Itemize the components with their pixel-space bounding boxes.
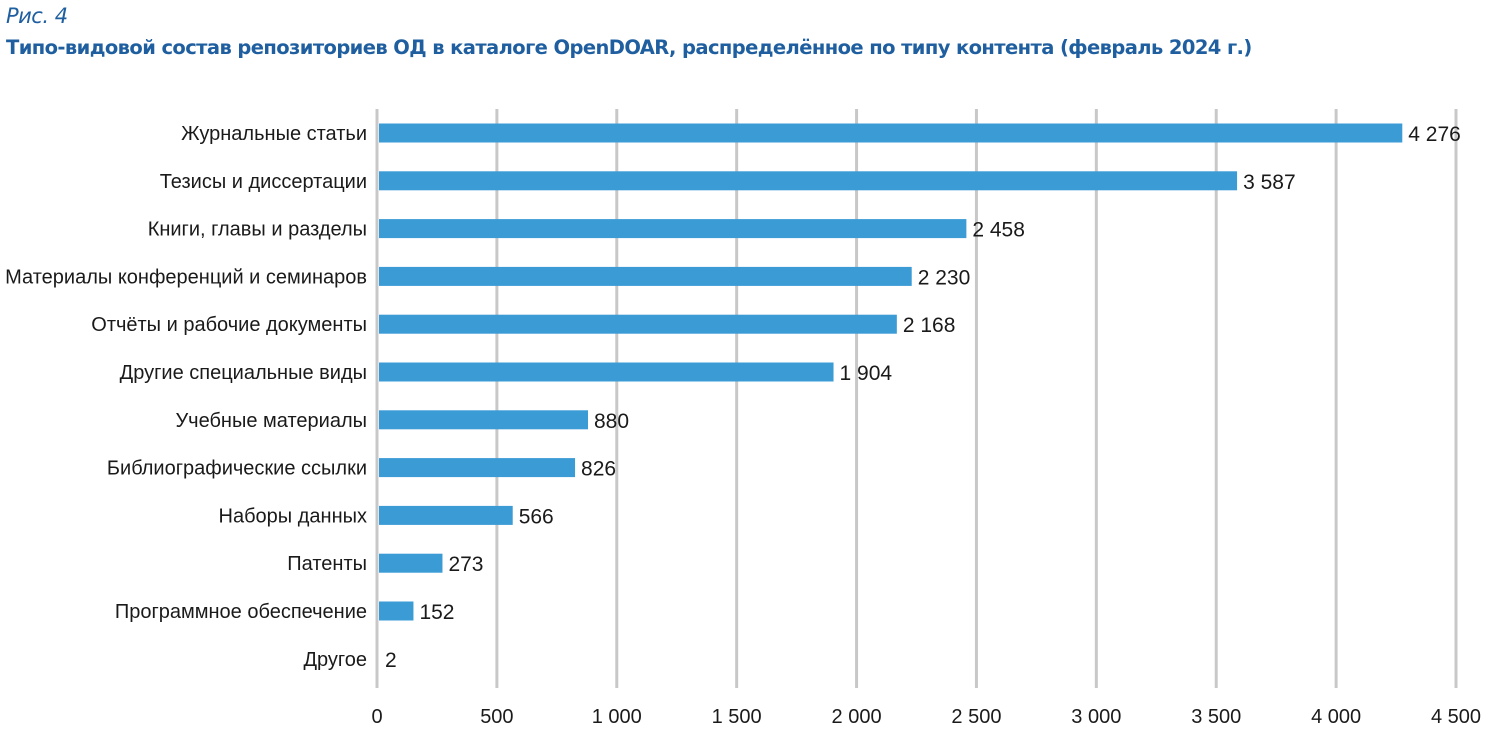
category-label: Учебные материалы [175,410,367,432]
figure-title: Типо-видовой состав репозиториев ОД в ка… [6,36,1252,59]
bar [379,123,1403,143]
category-label: Отчёты и рабочие документы [91,314,367,336]
category-label: Книги, главы и разделы [148,219,367,241]
bar [379,314,897,334]
category-label: Тезисы и диссертации [160,171,367,193]
bar [379,171,1238,191]
x-tick-label: 1 000 [592,706,642,728]
category-label: Другое [303,649,367,671]
value-label: 826 [581,458,616,481]
category-label: Другие специальные виды [120,362,367,384]
bar [379,601,414,621]
x-tick-label: 3 500 [1191,706,1241,728]
bar [379,266,912,286]
category-label: Программное обеспечение [115,601,367,623]
bar [379,458,576,478]
x-tick-label: 500 [480,706,513,728]
value-label: 566 [519,505,554,528]
category-label: Материалы конференций и семинаров [5,266,367,288]
value-label: 2 458 [972,219,1025,242]
x-tick-label: 4 000 [1311,706,1361,728]
category-label: Журнальные статьи [181,123,367,145]
x-tick-label: 1 500 [712,706,762,728]
category-label: Наборы данных [219,505,367,527]
value-labels: 4 276 3 587 2 458 2 230 2 168 1 904 880 826 566 2… [385,123,1461,672]
bar [379,410,589,430]
x-tick-label: 0 [371,706,382,728]
value-label: 3 587 [1243,171,1296,194]
value-label: 2 230 [918,266,971,289]
category-labels: Журнальные статьи Тезисы и диссертации Кни… [5,123,367,671]
x-tick-label: 4 500 [1431,706,1481,728]
value-label: 4 276 [1408,123,1461,146]
category-label: Библиографические ссылки [107,458,367,480]
gridlines [375,109,1458,688]
category-label: Патенты [287,553,367,575]
value-label: 152 [419,601,454,624]
value-label: 2 168 [903,314,956,337]
bar [379,219,967,239]
value-label: 880 [594,410,629,433]
bar [379,505,513,525]
value-label: 2 [385,649,397,672]
bar [379,362,834,382]
value-label: 273 [448,553,483,576]
x-tick-label: 2 000 [832,706,882,728]
figure-number: Рис. 4 [6,4,68,28]
value-label: 1 904 [840,362,893,385]
bars [379,123,1403,621]
x-tick-label: 2 500 [951,706,1001,728]
x-tick-label: 3 000 [1071,706,1121,728]
bar [379,553,443,573]
x-tick-labels: 0 500 1 000 1 500 2 000 2 500 3 000 3 500 4 000 4… [371,706,1481,728]
